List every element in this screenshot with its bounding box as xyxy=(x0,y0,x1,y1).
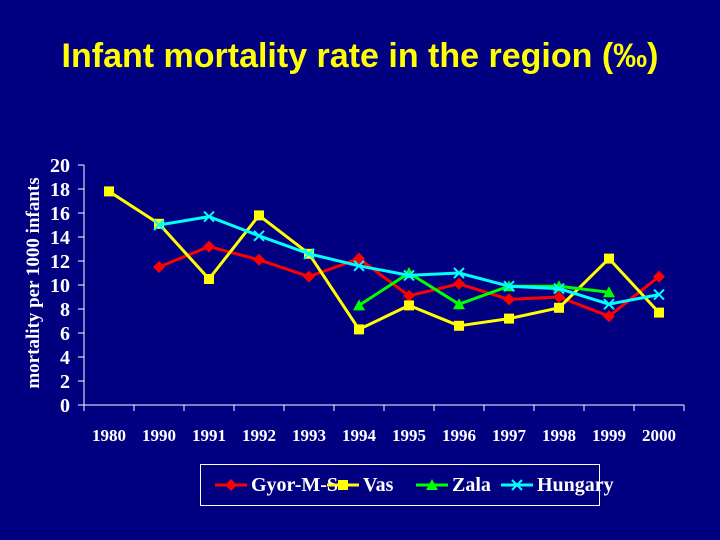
legend-label: Hungary xyxy=(537,474,614,496)
legend-swatch xyxy=(327,480,359,490)
y-tick-label: 20 xyxy=(50,155,70,177)
series-line-zala xyxy=(358,271,610,307)
data-point-gyor-m-s xyxy=(403,289,415,302)
data-point-hungary xyxy=(553,282,565,295)
y-tick-label: 4 xyxy=(60,347,70,369)
x-tick-label: 1992 xyxy=(242,426,276,445)
legend-swatch xyxy=(215,479,247,491)
x-tick-label: 1980 xyxy=(92,426,126,445)
data-point-gyor-m-s xyxy=(503,293,515,306)
data-point-vas xyxy=(104,186,114,197)
data-point-hungary xyxy=(453,267,465,279)
data-point-hungary xyxy=(203,210,215,223)
x-tick-label: 1993 xyxy=(292,426,326,445)
data-point-gyor-m-s xyxy=(303,270,315,283)
y-tick-label: 12 xyxy=(50,251,70,273)
data-point-gyor-m-s xyxy=(603,310,615,323)
y-tick-label: 2 xyxy=(60,371,70,393)
data-point-gyor-m-s xyxy=(253,253,265,266)
y-tick-label: 8 xyxy=(60,299,70,321)
data-point-hungary xyxy=(603,298,615,310)
x-tick-label: 1997 xyxy=(492,426,527,445)
data-point-hungary xyxy=(153,219,165,231)
data-point-vas xyxy=(254,210,264,221)
x-tick-label: 1995 xyxy=(392,426,426,445)
data-point-vas xyxy=(354,324,364,335)
data-point-hungary xyxy=(353,260,365,272)
y-tick-label: 16 xyxy=(50,203,70,225)
x-tick-label: 1990 xyxy=(142,426,176,445)
y-tick-label: 0 xyxy=(60,395,70,417)
data-point-vas xyxy=(554,302,564,313)
data-point-hungary xyxy=(503,280,515,292)
chart-title: Infant mortality rate in the region (‰) xyxy=(61,37,659,75)
legend-label: Zala xyxy=(452,474,491,496)
y-tick-label: 6 xyxy=(60,323,70,345)
y-tick-label: 18 xyxy=(50,179,70,201)
legend-swatch xyxy=(501,479,533,491)
data-point-gyor-m-s xyxy=(153,261,165,273)
data-point-vas xyxy=(454,320,464,331)
data-point-zala xyxy=(603,286,615,298)
x-tick-label: 1996 xyxy=(442,426,476,445)
data-point-hungary xyxy=(253,230,265,242)
x-tick-label: 1999 xyxy=(592,426,626,445)
data-point-hungary xyxy=(303,248,315,260)
legend-swatch xyxy=(416,479,448,490)
data-point-hungary xyxy=(403,269,415,282)
legend: Gyor-M-S Vas Zala Hungary xyxy=(200,464,614,506)
data-point-gyor-m-s xyxy=(203,240,215,253)
x-tick-label: 1991 xyxy=(192,426,226,445)
data-point-zala xyxy=(353,299,365,311)
data-point-vas xyxy=(504,313,514,324)
data-point-gyor-m-s xyxy=(553,291,565,303)
data-point-gyor-m-s xyxy=(653,270,665,283)
legend-label: Gyor-M-S xyxy=(251,474,339,496)
legend-label: Vas xyxy=(363,474,394,496)
x-tick-label: 2000 xyxy=(642,426,676,445)
x-tick-label: 1994 xyxy=(342,426,377,445)
y-tick-label: 14 xyxy=(50,227,70,249)
x-tick-label: 1998 xyxy=(542,426,576,445)
data-point-vas xyxy=(404,300,414,311)
series-line-vas xyxy=(108,190,661,331)
data-point-hungary xyxy=(653,288,665,301)
data-point-gyor-m-s xyxy=(453,277,465,290)
data-point-vas xyxy=(654,307,664,318)
data-point-vas xyxy=(204,274,214,284)
data-point-vas xyxy=(604,253,614,264)
y-tick-label: 10 xyxy=(50,275,70,297)
data-point-zala xyxy=(453,298,465,310)
